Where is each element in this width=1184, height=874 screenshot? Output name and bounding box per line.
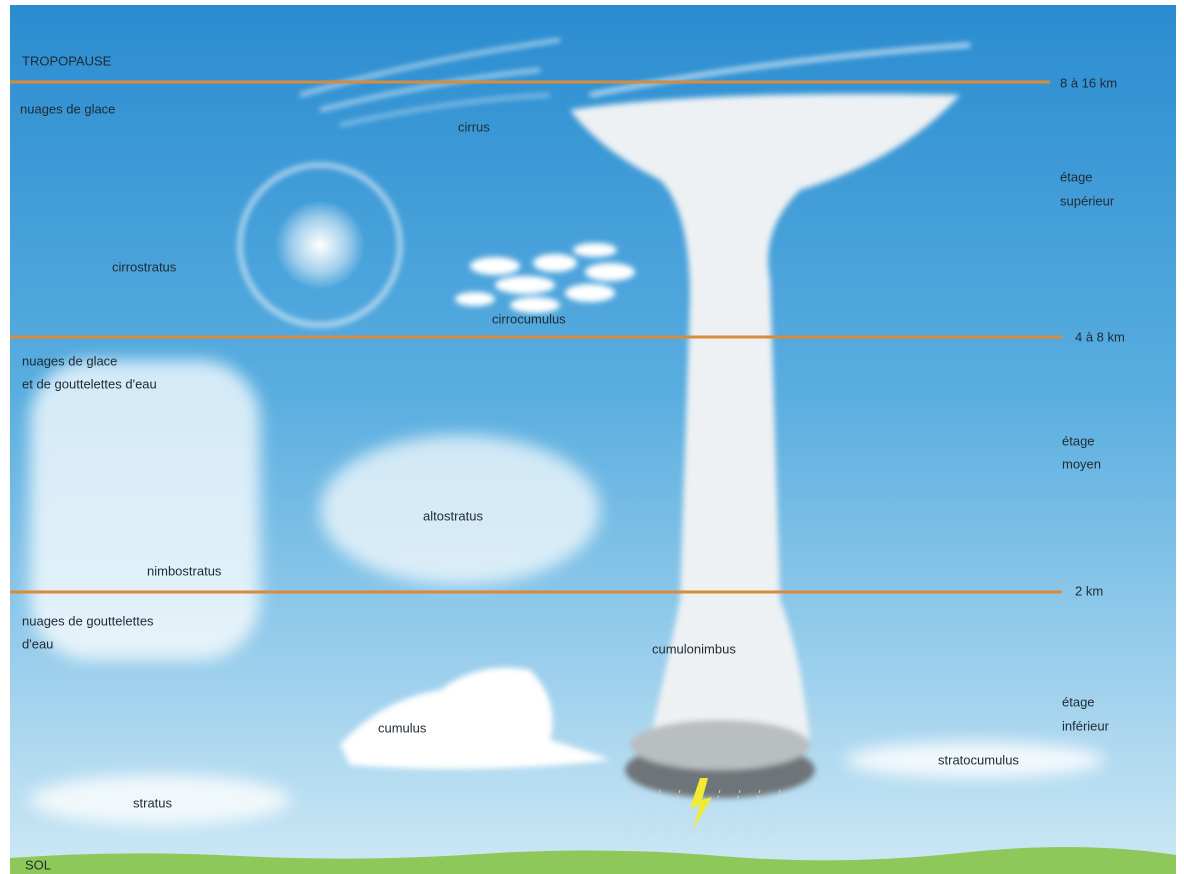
altitude-label: 8 à 16 km bbox=[1060, 75, 1117, 90]
composition-label: nuages de glace bbox=[20, 101, 115, 116]
cloud-label: cirrus bbox=[458, 119, 490, 134]
stage-label: étage bbox=[1062, 694, 1095, 709]
sun bbox=[275, 200, 365, 290]
composition-label: nuages de glace bbox=[22, 353, 117, 368]
cloud-label: cumulonimbus bbox=[652, 641, 736, 656]
cloud-label: cirrocumulus bbox=[492, 311, 566, 326]
cloud-label: cirrostratus bbox=[112, 259, 177, 274]
stage-label: étage bbox=[1062, 433, 1095, 448]
stage-label: moyen bbox=[1062, 456, 1101, 471]
boundary-label: TROPOPAUSE bbox=[22, 53, 112, 68]
altitude-label: 4 à 8 km bbox=[1075, 329, 1125, 344]
composition-label: nuages de gouttelettes bbox=[22, 613, 154, 628]
cloud-diagram: TROPOPAUSE SOL 8 à 16 km 4 à 8 km 2 km n… bbox=[0, 0, 1184, 874]
composition-label: et de gouttelettes d'eau bbox=[22, 376, 157, 391]
cloud-label: cumulus bbox=[378, 720, 427, 735]
composition-label: d'eau bbox=[22, 636, 53, 651]
cloud-label: nimbostratus bbox=[147, 563, 222, 578]
altitude-label: 2 km bbox=[1075, 583, 1103, 598]
stage-label: étage bbox=[1060, 169, 1093, 184]
cloud-label: stratocumulus bbox=[938, 752, 1019, 767]
boundary-label: SOL bbox=[25, 857, 51, 872]
cloud-label: altostratus bbox=[423, 508, 483, 523]
cloud-label: stratus bbox=[133, 795, 173, 810]
stage-label: supérieur bbox=[1060, 193, 1115, 208]
stage-label: inférieur bbox=[1062, 718, 1110, 733]
